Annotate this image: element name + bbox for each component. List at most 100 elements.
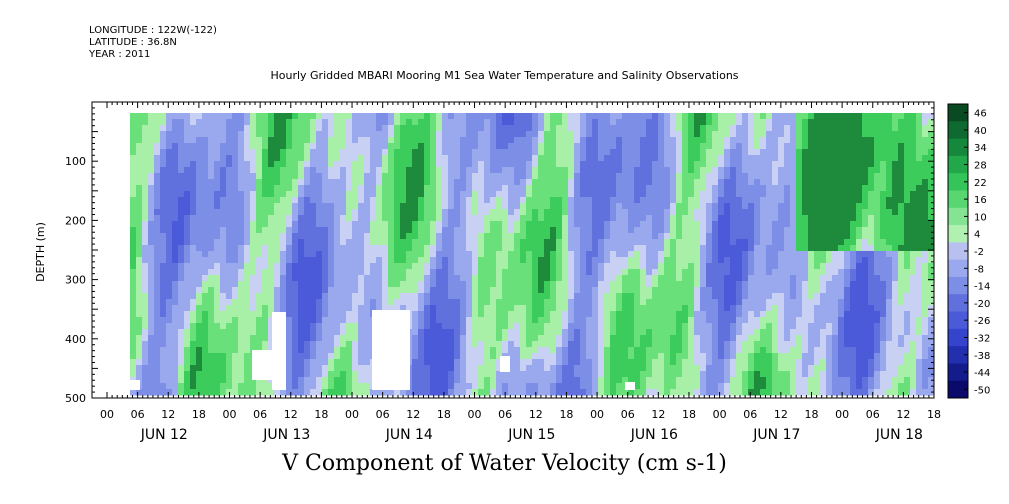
heatmap-cell	[364, 179, 371, 186]
heatmap-cell	[448, 323, 455, 330]
heatmap-cell	[502, 239, 509, 246]
heatmap-cell	[604, 143, 611, 150]
heatmap-cell	[316, 173, 323, 180]
heatmap-cell	[310, 305, 317, 312]
heatmap-cell	[286, 227, 293, 234]
heatmap-cell	[562, 389, 569, 396]
heatmap-cell	[502, 383, 509, 390]
heatmap-cell	[448, 377, 455, 384]
heatmap-cell	[562, 329, 569, 336]
heatmap-cell	[208, 185, 215, 192]
heatmap-cell	[304, 173, 311, 180]
heatmap-cell	[700, 275, 707, 282]
heatmap-cell	[730, 221, 737, 228]
heatmap-cell	[400, 239, 407, 246]
heatmap-cell	[604, 347, 611, 354]
heatmap-cell	[682, 263, 689, 270]
heatmap-cell	[508, 161, 515, 168]
heatmap-cell	[550, 155, 557, 162]
heatmap-cell	[568, 173, 575, 180]
heatmap-cell	[262, 179, 269, 186]
heatmap-cell	[706, 251, 713, 258]
heatmap-cell	[514, 137, 521, 144]
heatmap-cell	[172, 197, 179, 204]
heatmap-cell	[730, 263, 737, 270]
heatmap-cell	[346, 245, 353, 252]
heatmap-cell	[244, 191, 251, 198]
heatmap-cell	[316, 287, 323, 294]
heatmap-cell	[292, 371, 299, 378]
heatmap-cell	[748, 341, 755, 348]
heatmap-cell	[496, 299, 503, 306]
heatmap-cell	[418, 371, 425, 378]
heatmap-cell	[670, 299, 677, 306]
heatmap-cell	[310, 323, 317, 330]
heatmap-cell	[712, 335, 719, 342]
heatmap-cell	[652, 149, 659, 156]
heatmap-cell	[724, 293, 731, 300]
heatmap-cell	[454, 119, 461, 126]
heatmap-cell	[280, 293, 287, 300]
heatmap-cell	[712, 215, 719, 222]
heatmap-cell	[298, 125, 305, 132]
heatmap-cell	[754, 359, 761, 366]
heatmap-cell	[376, 233, 383, 240]
heatmap-cell	[652, 275, 659, 282]
heatmap-cell	[172, 317, 179, 324]
heatmap-cell	[304, 179, 311, 186]
heatmap-cell	[754, 389, 761, 396]
heatmap-cell	[232, 251, 239, 258]
heatmap-cell	[178, 263, 185, 270]
heatmap-cell	[226, 119, 233, 126]
heatmap-cell	[322, 137, 329, 144]
heatmap-cell	[520, 233, 527, 240]
heatmap-cell	[196, 191, 203, 198]
heatmap-cell	[706, 221, 713, 228]
heatmap-cell	[376, 185, 383, 192]
heatmap-cell	[646, 209, 653, 216]
heatmap-cell	[214, 317, 221, 324]
heatmap-cell	[742, 209, 749, 216]
heatmap-cell	[490, 185, 497, 192]
heatmap-cell	[454, 137, 461, 144]
heatmap-cell	[244, 317, 251, 324]
heatmap-cell	[586, 281, 593, 288]
heatmap-cell	[406, 215, 413, 222]
heatmap-cell	[478, 131, 485, 138]
heatmap-cell	[376, 239, 383, 246]
heatmap-cell	[574, 257, 581, 264]
heatmap-cell	[712, 293, 719, 300]
heatmap-cell	[316, 191, 323, 198]
heatmap-cell	[286, 209, 293, 216]
heatmap-cell	[580, 329, 587, 336]
heatmap-cell	[322, 185, 329, 192]
heatmap-cell	[292, 185, 299, 192]
heatmap-cell	[670, 239, 677, 246]
heatmap-cell	[442, 371, 449, 378]
heatmap-cell	[148, 317, 155, 324]
heatmap-cell	[736, 245, 743, 252]
heatmap-cell	[514, 167, 521, 174]
heatmap-cell	[712, 251, 719, 258]
heatmap-cell	[712, 311, 719, 318]
heatmap-cell	[250, 143, 257, 150]
heatmap-cell	[286, 149, 293, 156]
heatmap-cell	[586, 377, 593, 384]
heatmap-cell	[556, 257, 563, 264]
heatmap-cell	[622, 119, 629, 126]
heatmap-cell	[724, 173, 731, 180]
heatmap-cell	[658, 221, 665, 228]
heatmap-cell	[628, 371, 635, 378]
heatmap-cell	[586, 245, 593, 252]
heatmap-cell	[442, 377, 449, 384]
heatmap-cell	[586, 359, 593, 366]
heatmap-cell	[250, 305, 257, 312]
heatmap-cell	[622, 311, 629, 318]
heatmap-cell	[298, 269, 305, 276]
heatmap-cell	[460, 125, 467, 132]
heatmap-cell	[328, 359, 335, 366]
heatmap-cell	[244, 389, 251, 396]
heatmap-cell	[250, 119, 257, 126]
heatmap-cell	[490, 299, 497, 306]
heatmap-cell	[646, 275, 653, 282]
